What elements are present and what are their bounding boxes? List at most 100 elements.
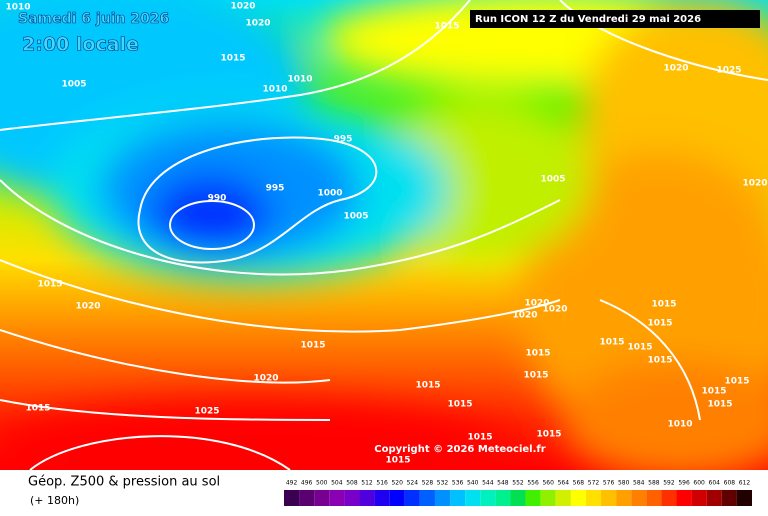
isobar-label: 1020 <box>245 19 270 29</box>
scale-label: 496 <box>301 480 313 487</box>
scale-swatch <box>676 490 692 506</box>
field <box>0 0 768 500</box>
scale-swatch <box>359 490 375 506</box>
scale-swatch <box>555 490 571 506</box>
isobar-label: 1015 <box>647 319 672 329</box>
time: 2:00 locale <box>22 34 139 56</box>
scale-label: 600 <box>693 480 705 487</box>
isobar-label: 1015 <box>434 22 459 32</box>
scale-label: 544 <box>482 480 494 487</box>
isobar-label: 1015 <box>220 54 245 64</box>
scale-swatch <box>404 490 420 506</box>
scale-label: 532 <box>437 480 449 487</box>
scale-label: 560 <box>542 480 554 487</box>
isobar-label: 1015 <box>300 341 325 351</box>
isobar-label: 1010 <box>262 85 287 95</box>
scale-swatch <box>495 490 511 506</box>
isobar-label: 1020 <box>742 179 767 189</box>
isobar-label: 1015 <box>724 377 749 387</box>
scale-swatch <box>646 490 662 506</box>
scale-label: 552 <box>512 480 524 487</box>
scale-swatch <box>510 490 526 506</box>
isobar-label: 1000 <box>317 189 342 199</box>
scale-swatch <box>434 490 451 506</box>
scale-swatch <box>284 490 300 506</box>
scale-label: 500 <box>316 480 328 487</box>
scale-swatch <box>721 490 737 506</box>
scale-swatch <box>329 490 345 506</box>
scale-swatch <box>585 490 602 506</box>
scale-swatch <box>374 490 390 506</box>
scale-swatch <box>736 490 752 506</box>
isobar-label: 1020 <box>663 64 688 74</box>
scale-label: 512 <box>361 480 373 487</box>
scale-swatch <box>631 490 647 506</box>
isobar-label: 1015 <box>599 338 624 348</box>
scale-swatch <box>389 490 405 506</box>
isobar-label: 1015 <box>385 456 410 466</box>
scale-label: 536 <box>452 480 464 487</box>
isobar-label: 1020 <box>542 305 567 315</box>
isobar-label: 1025 <box>194 407 219 417</box>
scale-swatch <box>299 490 315 506</box>
scale-swatch <box>601 490 617 506</box>
isobar-label: 1020 <box>524 299 549 309</box>
scale-label: 528 <box>422 480 434 487</box>
isobar-label: 1020 <box>512 311 537 321</box>
isobar-label: 1015 <box>707 400 732 410</box>
scale-swatch <box>706 490 722 506</box>
scale-swatch <box>314 490 330 506</box>
isobar-label: 1015 <box>447 400 472 410</box>
scale-swatch <box>540 490 556 506</box>
scale-swatch <box>525 490 541 506</box>
isobar-label: 1020 <box>230 2 255 12</box>
isobar-label: 1020 <box>253 374 278 384</box>
isobar-label: 1015 <box>415 381 440 391</box>
scale-label: 524 <box>407 480 419 487</box>
scale-swatch <box>419 490 435 506</box>
scale-label: 576 <box>603 480 615 487</box>
scale-swatch <box>465 490 481 506</box>
scale-label: 588 <box>648 480 660 487</box>
scale-label: 504 <box>331 480 343 487</box>
scale-swatch <box>344 490 360 506</box>
scale-label: 568 <box>573 480 585 487</box>
scale-label: 580 <box>618 480 630 487</box>
scale-swatch <box>480 490 496 506</box>
scale-label: 608 <box>724 480 736 487</box>
isobar-label: 1015 <box>651 300 676 310</box>
legend-title: Géop. Z500 & pression au sol <box>28 475 220 490</box>
isobar-label: 1015 <box>37 280 62 290</box>
isobar-label: 1025 <box>716 66 741 76</box>
isobar-label: 1005 <box>343 212 368 222</box>
isobar-label: 995 <box>266 184 285 194</box>
scale-label: 520 <box>391 480 403 487</box>
isobar-label: 1015 <box>627 343 652 353</box>
run-info: Run ICON 12 Z du Vendredi 29 mai 2026 <box>475 14 701 25</box>
copyright: Copyright © 2026 Meteociel.fr <box>374 444 545 455</box>
isobar-label: 1010 <box>5 3 30 13</box>
isobar-label: 1020 <box>75 302 100 312</box>
legend-subtitle: (+ 180h) <box>30 494 79 507</box>
scale-label: 540 <box>467 480 479 487</box>
isobar-label: 1015 <box>701 387 726 397</box>
isobar-label: 1015 <box>525 349 550 359</box>
isobar-label: 1010 <box>287 75 312 85</box>
scale-label: 564 <box>558 480 570 487</box>
scale-label: 612 <box>739 480 751 487</box>
run-box <box>470 10 760 28</box>
scale-swatch <box>450 490 466 506</box>
scale-label: 572 <box>588 480 600 487</box>
isobar-label: 1015 <box>523 371 548 381</box>
scale-label: 556 <box>527 480 539 487</box>
scale-swatch <box>661 490 677 506</box>
scale-label: 596 <box>678 480 690 487</box>
scale-swatch <box>691 490 707 506</box>
isobar-label: 1005 <box>61 80 86 90</box>
scale-label: 548 <box>497 480 509 487</box>
isobar-label: 1015 <box>25 404 50 414</box>
scale-label: 508 <box>346 480 358 487</box>
scale-label: 592 <box>663 480 675 487</box>
